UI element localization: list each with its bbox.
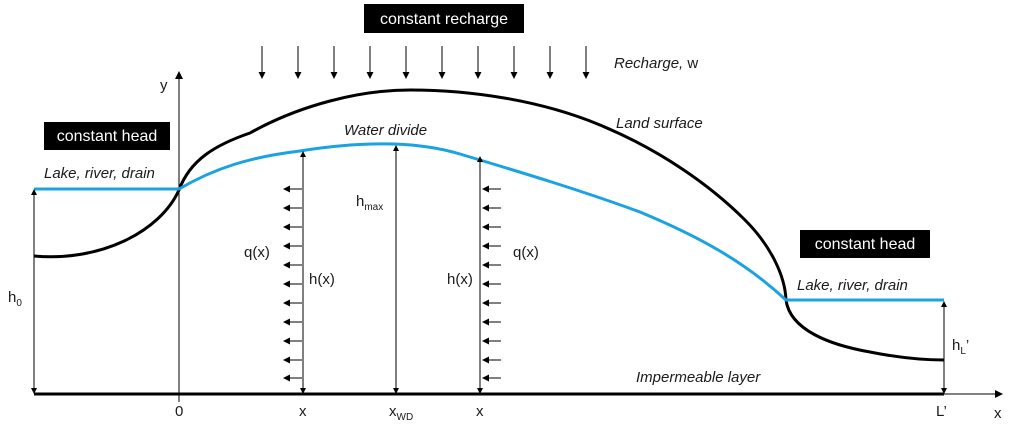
qx-left-label: q(x) [244,244,270,261]
left-arrow-icon [283,337,302,345]
left-arrow-icon [283,318,302,326]
qx-right-label: q(x) [513,244,539,261]
left-arrow-icon [482,299,501,307]
down-arrow-icon [330,46,338,79]
tick-L: L’ [936,403,947,420]
constant-recharge-label: constant recharge [380,11,508,28]
land-surface-line [33,88,945,362]
left-arrow-icon [482,261,501,269]
left-arrow-icon [482,318,501,326]
down-arrow-icon [582,46,590,79]
down-arrow-icon [510,46,518,79]
left-arrow-icon [482,185,501,193]
down-arrow-icon [366,46,374,79]
left-arrow-icon [482,374,501,382]
left-arrow-icon [283,223,302,231]
left-lake-label: Lake, river, drain [44,165,155,182]
down-arrow-icon [438,46,446,79]
left-arrow-icon [482,223,501,231]
water-table-line [34,142,944,302]
left-arrow-icon [283,356,302,364]
flow-arrows-right [482,185,501,382]
left-arrow-icon [482,242,501,250]
down-arrow-icon [258,46,266,79]
left-constant-head-label: constant head [57,128,158,145]
recharge-arrows [258,46,590,79]
left-arrow-icon [283,374,302,382]
left-arrow-icon [283,299,302,307]
down-arrow-icon [402,46,410,79]
hx-left-label: h(x) [309,271,335,288]
constant-recharge-box [364,4,524,33]
x-axis-label: x [994,405,1002,422]
right-constant-head-label: constant head [815,236,916,253]
tick-x1: x [299,403,307,420]
left-constant-head-box [44,122,170,150]
tick-zero: 0 [175,403,183,420]
left-arrow-icon [283,204,302,212]
down-arrow-icon [294,46,302,79]
left-arrow-icon [482,204,501,212]
left-arrow-icon [283,185,302,193]
hmax-label: hmax [356,193,383,213]
left-arrow-icon [482,356,501,364]
down-arrow-icon [546,46,554,79]
recharge-label: Recharge, w [614,55,698,72]
down-arrow-icon [474,46,482,79]
water-divide-label: Water divide [344,122,427,139]
tick-xwd: xWD [389,403,413,423]
hx-right-label: h(x) [447,271,473,288]
left-arrow-icon [482,337,501,345]
y-axis-label: y [160,77,168,94]
tick-x2: x [476,403,484,420]
left-arrow-icon [283,280,302,288]
land-surface-label: Land surface [616,115,703,132]
left-arrow-icon [482,280,501,288]
right-constant-head-box [800,230,930,258]
left-arrow-icon [283,261,302,269]
flow-arrows-left [283,185,302,382]
left-arrow-icon [283,242,302,250]
h0-label: h0 [8,289,22,309]
impermeable-label: Impermeable layer [636,369,761,386]
hL-label: hL’ [952,337,969,357]
right-lake-label: Lake, river, drain [797,277,908,294]
